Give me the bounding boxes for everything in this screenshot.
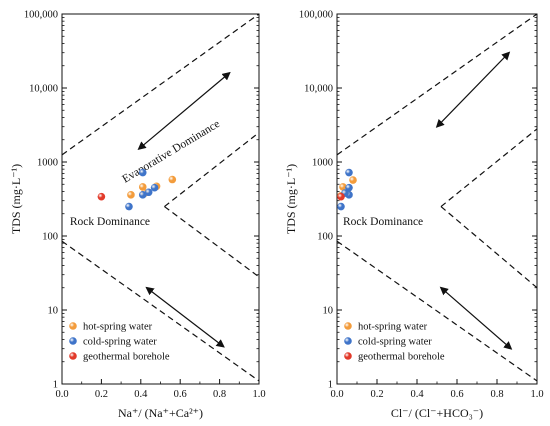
legend-label: cold-spring water — [83, 337, 157, 348]
y-tick-label: 100 — [317, 232, 333, 243]
legend-label: hot-spring water — [83, 322, 153, 333]
y-tick-label: 1 — [53, 380, 58, 391]
double-arrow — [439, 286, 513, 350]
data-point-cold-spring-water — [138, 191, 147, 199]
legend-marker — [344, 322, 352, 330]
boundary-dashed-line — [336, 13, 538, 156]
x-tick-label: 0.4 — [410, 389, 424, 400]
double-arrow — [145, 286, 225, 348]
legend-marker — [344, 352, 352, 360]
rock-dominance-label: Rock Dominance — [343, 216, 423, 228]
y-tick-label: 100,000 — [24, 10, 58, 21]
y-axis-label: TDS (mg·L⁻¹) — [9, 164, 23, 234]
data-point-hot-spring-water — [168, 175, 177, 184]
legend-marker — [344, 337, 352, 345]
data-point-cold-spring-water — [125, 202, 133, 211]
x-tick-label: 0.8 — [490, 389, 503, 400]
legend-label: geothermal borehole — [83, 352, 170, 363]
y-tick-label: 1000 — [312, 158, 333, 169]
data-point-geothermal-borehole — [97, 192, 106, 201]
data-point-cold-spring-water — [337, 202, 345, 211]
legend-marker — [69, 352, 77, 360]
legend-marker — [69, 322, 77, 330]
data-point-cold-spring-water — [138, 168, 147, 177]
chart-panel-2: 1 10 100 1000 10,000 100,000 0.0 0.2 0.4 0.6 0.8 1.… — [284, 10, 544, 421]
y-axis-label: TDS (mg·L⁻¹) — [284, 164, 298, 234]
data-point-geothermal-borehole — [337, 192, 345, 201]
y-tick-label: 10,000 — [304, 84, 333, 95]
rock-dominance-label: Rock Dominance — [70, 216, 150, 228]
y-tick-label: 100,000 — [299, 10, 333, 21]
double-arrow — [137, 71, 231, 151]
x-tick-label: 0.8 — [213, 389, 226, 400]
y-tick-label: 10 — [48, 306, 59, 317]
boundary-dashed-line — [440, 206, 538, 289]
data-point-cold-spring-water — [150, 183, 159, 192]
x-tick-label: 0.2 — [370, 389, 383, 400]
boundary-dashed-line — [61, 13, 260, 156]
y-tick-label: 10 — [323, 306, 334, 317]
boundary-dashed-line — [440, 128, 538, 208]
data-point-hot-spring-water — [138, 183, 147, 191]
boundary-dashed-line — [336, 240, 538, 382]
x-tick-label: 0.0 — [55, 389, 68, 400]
x-tick-label: 0.4 — [134, 389, 148, 400]
data-point-hot-spring-water — [349, 176, 357, 184]
data-point-cold-spring-water — [345, 183, 353, 192]
x-tick-label: 0.0 — [330, 389, 343, 400]
y-tick-label: 1 — [328, 380, 333, 391]
x-tick-label: 1.0 — [530, 389, 543, 400]
y-tick-label: 10,000 — [29, 84, 58, 95]
double-arrow — [435, 51, 511, 128]
legend-label: cold-spring water — [358, 337, 432, 348]
boundary-dashed-line — [164, 206, 260, 278]
x-tick-label: 1.0 — [252, 389, 265, 400]
evaporative-dominance-label: Evaporative Dominance — [120, 118, 222, 186]
x-tick-label: 0.2 — [95, 389, 108, 400]
data-point-hot-spring-water — [127, 191, 135, 199]
x-axis-label: Cl⁻/ (Cl⁻+HCO₃⁻) — [391, 406, 483, 420]
y-tick-label: 100 — [42, 232, 58, 243]
boundary-dashed-line — [164, 132, 260, 208]
data-point-cold-spring-water — [144, 188, 153, 197]
x-tick-label: 0.6 — [450, 389, 463, 400]
x-tick-label: 0.6 — [174, 389, 187, 400]
data-point-cold-spring-water — [345, 168, 353, 177]
legend-label: hot-spring water — [358, 322, 428, 333]
chart-panel-1: 1 10 100 1000 10,000 100,000 0.0 0.2 0.4 0.6 0.8 1.… — [9, 10, 266, 421]
x-axis-label: Na⁺/ (Na⁺+Ca²⁺) — [118, 406, 203, 420]
legend-marker — [69, 337, 77, 345]
legend-label: geothermal borehole — [358, 352, 445, 363]
y-tick-label: 1000 — [37, 158, 58, 169]
